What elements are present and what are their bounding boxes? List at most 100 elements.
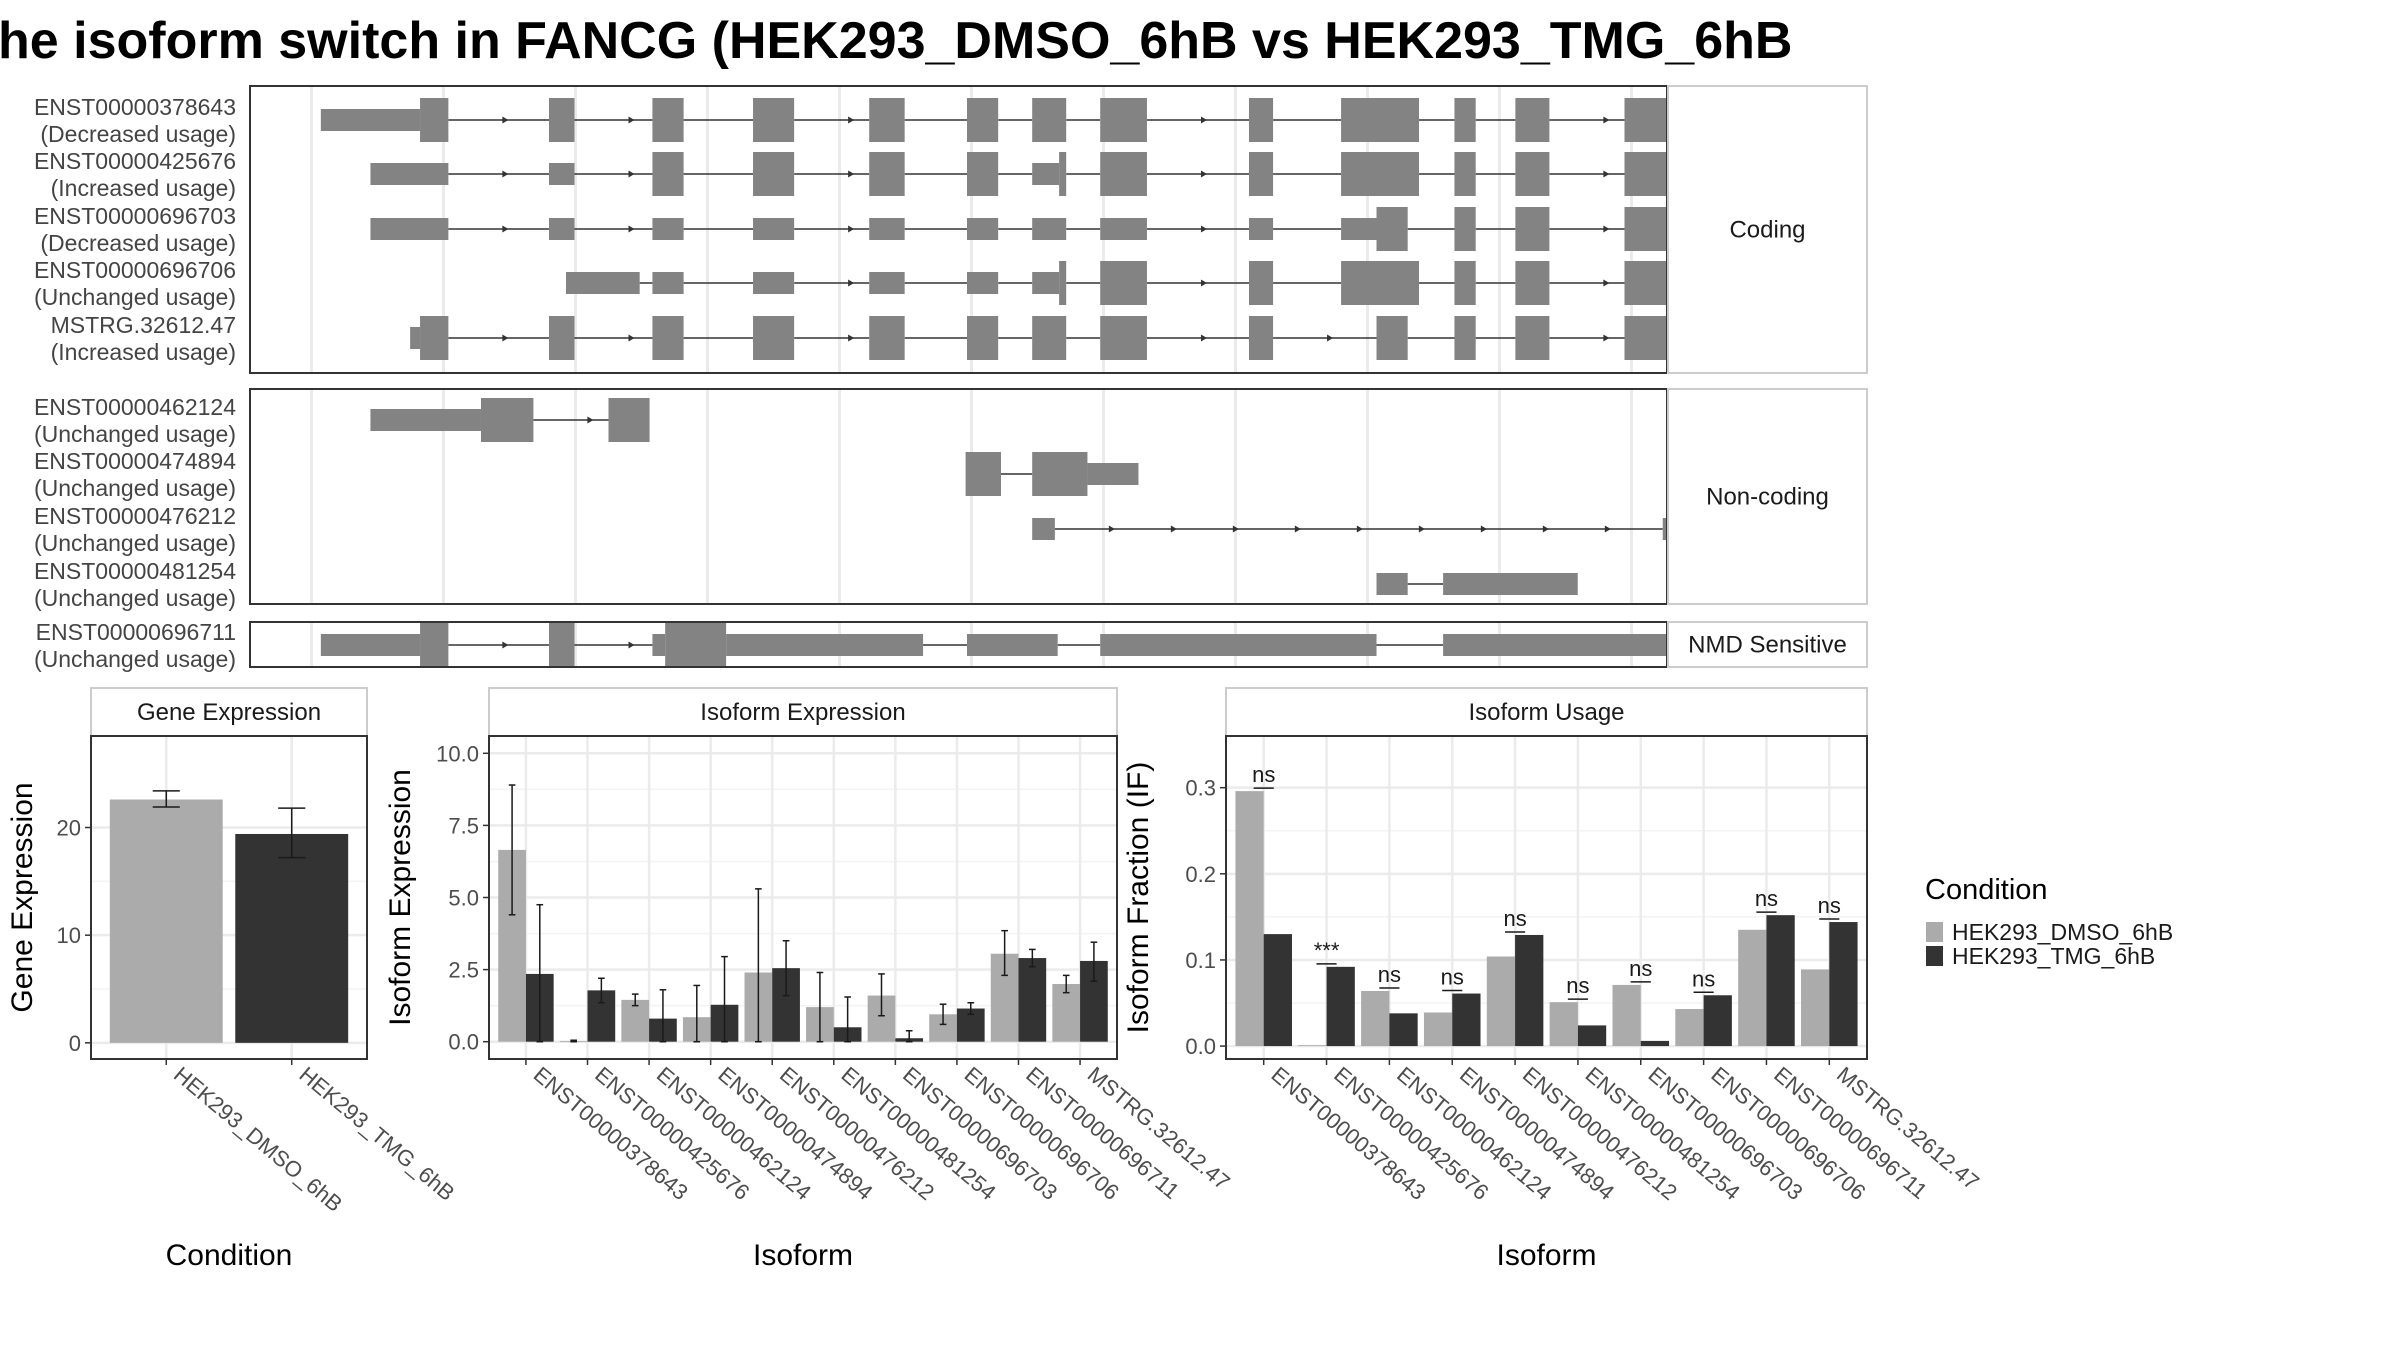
y-tick-label: 2.5 [448,958,479,983]
strand-arrow [1200,225,1207,233]
bar [1263,934,1292,1047]
exon-block [1515,98,1550,142]
strand-arrow [628,225,635,233]
condition-legend: Condition HEK293_DMSO_6hB HEK293_TMG_6hB [1925,874,2173,969]
strand-arrow [1356,525,1363,533]
exon-block [1624,261,1672,305]
legend-key-dmso [1926,922,1943,942]
exon-block [548,163,575,185]
y-tick-label: 0.3 [1185,776,1216,801]
exon-block [420,316,449,360]
exon-block [967,218,999,240]
y-axis-title: Isoform Fraction (IF) [1122,762,1155,1034]
exon-block [1341,218,1377,240]
panel-strip-title: Isoform Usage [1468,699,1624,726]
transcript-id-label: ENST00000696703 [34,203,236,229]
bar [1361,990,1390,1047]
figure-title: he isoform switch in FANCG (HEK293_DMSO_… [0,12,1792,70]
exon-block [1341,152,1420,196]
exon-block [548,316,575,360]
strand-arrow [1418,525,1425,533]
exon-block [1100,634,1377,656]
exon-block [1100,98,1147,142]
legend-title: Condition [1925,874,2048,906]
bar [1389,1013,1418,1047]
exon-block [410,327,421,349]
section-strip-label: Non-coding [1706,484,1829,511]
strand-arrow [502,334,509,342]
transcript-usage-label: (Increased usage) [51,175,236,201]
transcript-model: ENST00000481254(Unchanged usage) [34,558,1578,611]
transcript-usage-label: (Unchanged usage) [34,284,236,310]
exon-block [967,152,999,196]
exon-block [1624,98,1672,142]
exon-block [753,98,795,142]
strand-arrow [848,116,855,124]
exon-block [1454,207,1476,251]
y-axis-title: Gene Expression [6,782,39,1012]
exon-block [1248,98,1274,142]
exon-block [1515,207,1550,251]
plot-border [1225,735,1868,1060]
exon-block [480,398,534,442]
exon-block [1341,98,1420,142]
transcript-id-label: ENST00000481254 [34,558,236,584]
bar [1577,1025,1607,1047]
transcript-id-label: ENST00000696706 [34,257,236,283]
strand-arrow [1603,334,1610,342]
significance-label: ns [1252,762,1275,787]
exon-block [320,109,421,131]
transcript-usage-label: (Decreased usage) [40,230,236,256]
transcript-usage-label: (Decreased usage) [40,121,236,147]
exon-block [1100,152,1147,196]
strand-arrow [1200,170,1207,178]
exon-block [1248,218,1274,240]
exon-block [967,316,999,360]
exon-block [726,634,924,656]
y-tick-label: 0.1 [1185,948,1216,973]
exon-block [1454,152,1476,196]
strand-arrow [1603,225,1610,233]
y-tick-label: 10 [57,923,81,948]
strand-arrow [1480,525,1487,533]
exon-block [753,272,795,294]
exon-block [652,218,684,240]
strand-arrow [848,170,855,178]
exon-block [320,634,421,656]
exon-block [1454,261,1476,305]
bar [1640,1040,1670,1047]
panel-strip-title: Isoform Expression [700,699,905,726]
exon-block [370,218,449,240]
significance-label: ns [1441,965,1464,990]
bar [1452,993,1481,1047]
section-strip [1667,85,1868,374]
bar [1486,956,1516,1047]
exon-block [665,623,727,667]
strand-arrow [628,170,635,178]
isoform-expression-panel: Isoform Expression0.02.55.07.510.0ENST00… [384,687,1235,1272]
x-axis-title: Isoform [753,1239,853,1272]
strand-arrow [502,641,509,649]
strand-arrow [848,334,855,342]
transcript-model: ENST00000462124(Unchanged usage) [34,394,650,447]
exon-block [548,98,575,142]
panel-strip-title: Gene Expression [137,699,321,726]
y-tick-label: 7.5 [448,813,479,838]
strand-arrow [1294,525,1301,533]
y-tick-label: 5.0 [448,886,479,911]
strand-arrow [1604,525,1611,533]
transcript-id-label: ENST00000696711 [36,619,236,645]
bar [109,799,223,1043]
exon-block [652,98,684,142]
transcript-usage-label: (Unchanged usage) [34,646,236,672]
significance-label: *** [1314,938,1340,963]
legend-label-tmg: HEK293_TMG_6hB [1952,943,2155,969]
exon-block [1059,152,1067,196]
exon-block [1100,261,1147,305]
exon-block [1087,463,1139,485]
strand-arrow [628,334,635,342]
bar [1829,922,1858,1047]
plot-border [90,735,368,1060]
exon-block [1624,152,1672,196]
transcript-model: ENST00000474894(Unchanged usage) [34,448,1139,501]
